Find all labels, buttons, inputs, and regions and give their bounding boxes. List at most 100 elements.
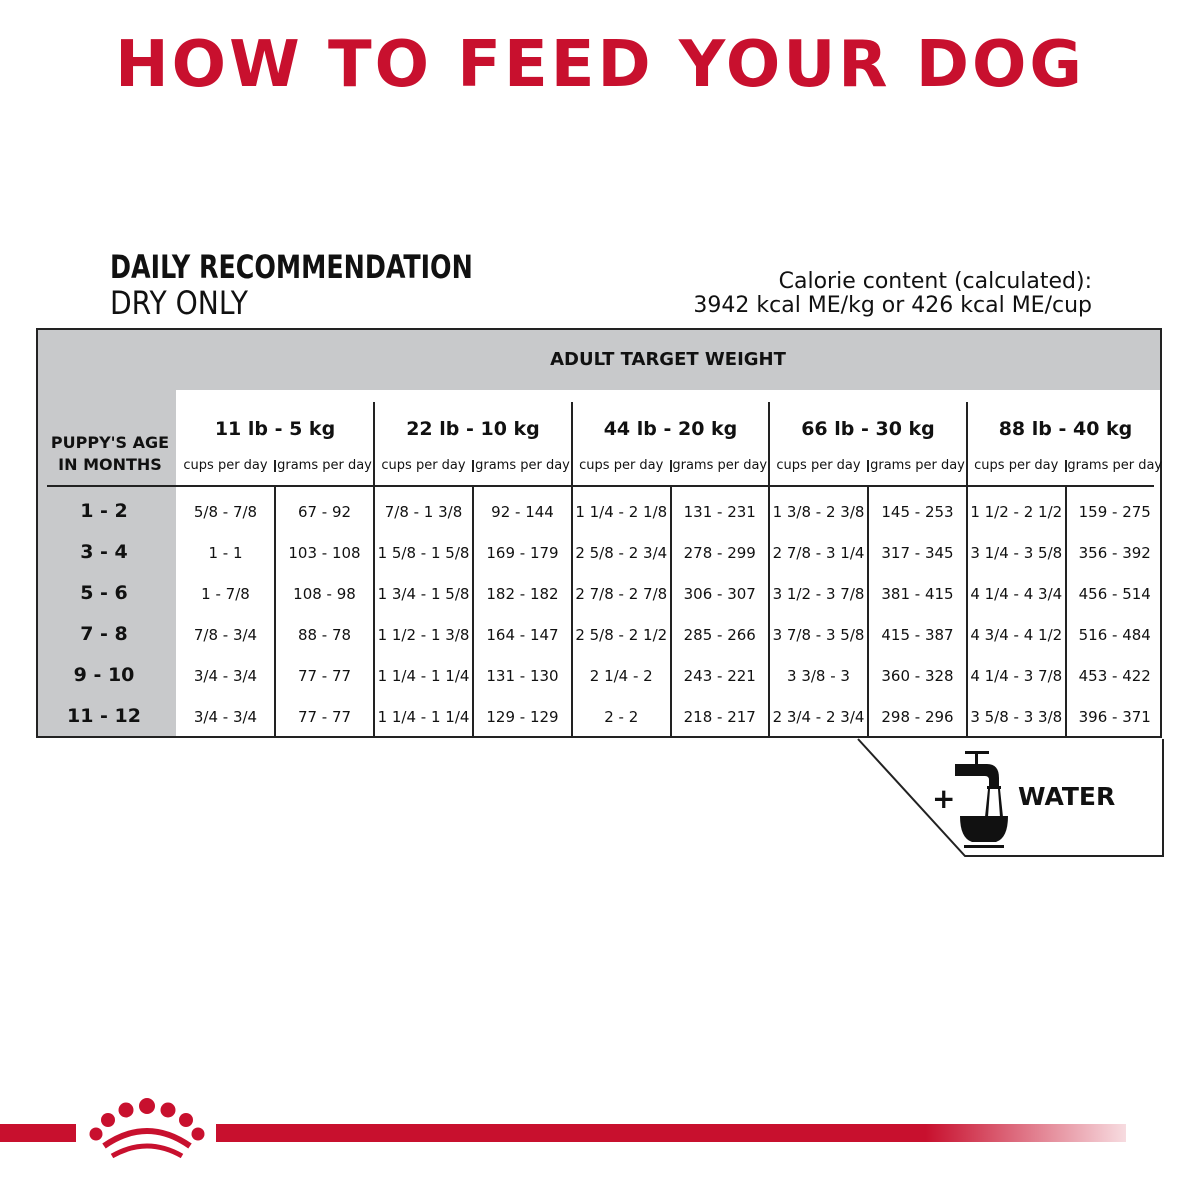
age-header: PUPPY'S AGE IN MONTHS [38, 432, 182, 476]
grams-cell: 182 - 182 [486, 585, 559, 603]
water-label: WATER [1018, 782, 1116, 811]
cups-cell: 7/8 - 1 3/8 [384, 503, 463, 521]
grams-cell: 108 - 98 [293, 585, 356, 603]
cups-cell: 7/8 - 3/4 [193, 626, 258, 644]
age-cell: 9 - 10 [73, 664, 135, 686]
grams-cell: 145 - 253 [881, 503, 954, 521]
feeding-table: ADULT TARGET WEIGHT PUPPY'S AGE IN MONTH… [36, 328, 1162, 738]
cups-cell: 3/4 - 3/4 [193, 667, 258, 685]
age-cell: 1 - 2 [80, 500, 128, 522]
cups-cell: 2 5/8 - 2 1/2 [575, 626, 668, 644]
weight-header: 11 lb - 5 kg [214, 418, 336, 440]
grams-cell: 131 - 231 [683, 503, 756, 521]
grams-cell: 285 - 266 [683, 626, 756, 644]
recommendation-subheading: DRY ONLY [110, 284, 248, 322]
cups-cell: 3 7/8 - 3 5/8 [772, 626, 865, 644]
grams-cell: 88 - 78 [297, 626, 352, 644]
plus-sign: + [932, 782, 956, 815]
cups-cell: 4 1/4 - 4 3/4 [970, 585, 1063, 603]
subcolumn-divider [274, 487, 276, 736]
grams-cell: 278 - 299 [683, 544, 756, 562]
grams-per-day-header: grams per day [475, 458, 570, 473]
grams-cell: 77 - 77 [297, 667, 352, 685]
cups-cell: 1 5/8 - 1 5/8 [377, 544, 470, 562]
cups-cell: 4 1/4 - 3 7/8 [970, 667, 1063, 685]
cups-cell: 1 1/2 - 1 3/8 [377, 626, 470, 644]
cups-cell: 1 - 1 [208, 544, 243, 562]
subcolumn-tick [867, 460, 869, 472]
grams-cell: 129 - 129 [486, 708, 559, 726]
cups-per-day-header: cups per day [183, 458, 268, 473]
cups-cell: 2 3/4 - 2 3/4 [772, 708, 865, 726]
calorie-content: Calorie content (calculated): 3942 kcal … [693, 270, 1092, 318]
grams-cell: 164 - 147 [486, 626, 559, 644]
subcolumn-divider [867, 487, 869, 736]
grams-cell: 77 - 77 [297, 708, 352, 726]
subcolumn-divider [1064, 487, 1067, 736]
grams-cell: 298 - 296 [881, 708, 954, 726]
age-column-band [38, 330, 176, 736]
cups-cell: 3/4 - 3/4 [193, 708, 258, 726]
subcolumn-tick [1064, 460, 1067, 472]
subcolumn-divider [669, 487, 672, 736]
calorie-label: Calorie content (calculated): [778, 269, 1092, 294]
cups-cell: 4 3/4 - 4 1/2 [970, 626, 1063, 644]
calorie-value: 3942 kcal ME/kg or 426 kcal ME/cup [693, 293, 1092, 318]
grams-cell: 381 - 415 [881, 585, 954, 603]
weight-header: 66 lb - 30 kg [801, 418, 935, 440]
cups-cell: 2 - 2 [604, 708, 639, 726]
grams-cell: 415 - 387 [881, 626, 954, 644]
subcolumn-divider [472, 487, 474, 736]
cups-cell: 1 - 7/8 [201, 585, 250, 603]
cups-cell: 3 1/4 - 3 5/8 [970, 544, 1063, 562]
cups-cell: 2 7/8 - 3 1/4 [772, 544, 865, 562]
age-cell: 7 - 8 [80, 623, 128, 645]
grams-cell: 516 - 484 [1078, 626, 1151, 644]
weight-header: 88 lb - 40 kg [998, 418, 1133, 440]
grams-cell: 306 - 307 [683, 585, 756, 603]
cups-cell: 2 5/8 - 2 3/4 [575, 544, 668, 562]
cups-per-day-header: cups per day [381, 458, 466, 473]
cups-cell: 1 3/4 - 1 5/8 [377, 585, 470, 603]
weight-header: 22 lb - 10 kg [406, 418, 540, 440]
column-divider [571, 402, 573, 736]
grams-cell: 169 - 179 [486, 544, 559, 562]
recommendation-heading: DAILY RECOMMENDATION [110, 248, 473, 286]
age-cell: 5 - 6 [80, 582, 128, 604]
page-title: HOW TO FEED YOUR DOG [115, 28, 1085, 102]
royal-canin-crown-logo [89, 1098, 205, 1159]
faucet-bowl-icon [955, 751, 1008, 848]
column-divider [373, 402, 375, 736]
footer-line-left [0, 1124, 76, 1142]
grams-cell: 360 - 328 [881, 667, 954, 685]
grams-cell: 396 - 371 [1078, 708, 1151, 726]
age-cell: 3 - 4 [80, 541, 128, 563]
cups-cell: 5/8 - 7/8 [193, 503, 258, 521]
grams-cell: 159 - 275 [1078, 503, 1151, 521]
cups-per-day-header: cups per day [579, 458, 664, 473]
cups-cell: 1 1/4 - 1 1/4 [377, 708, 470, 726]
cups-cell: 3 5/8 - 3 3/8 [970, 708, 1063, 726]
age-header-line1: PUPPY'S AGE [50, 433, 170, 452]
cups-cell: 1 1/4 - 1 1/4 [377, 667, 470, 685]
cups-cell: 2 7/8 - 2 7/8 [575, 585, 668, 603]
grams-cell: 453 - 422 [1078, 667, 1151, 685]
grams-per-day-header: grams per day [870, 458, 965, 473]
grams-cell: 92 - 144 [491, 503, 554, 521]
header-divider [47, 485, 1154, 487]
table-header-band [38, 330, 1160, 390]
adult-target-weight-header: ADULT TARGET WEIGHT [550, 349, 786, 370]
cups-cell: 1 1/2 - 2 1/2 [970, 503, 1063, 521]
cups-per-day-header: cups per day [776, 458, 861, 473]
cups-cell: 2 1/4 - 2 [589, 667, 653, 685]
age-header-line2: IN MONTHS [58, 455, 162, 474]
cups-cell: 1 3/8 - 2 3/8 [772, 503, 865, 521]
cups-cell: 1 1/4 - 2 1/8 [575, 503, 668, 521]
grams-cell: 356 - 392 [1078, 544, 1151, 562]
age-cell: 11 - 12 [67, 705, 141, 727]
footer-line-right [216, 1124, 1126, 1142]
subcolumn-tick [472, 460, 474, 472]
grams-per-day-header: grams per day [277, 458, 372, 473]
grams-cell: 67 - 92 [297, 503, 352, 521]
